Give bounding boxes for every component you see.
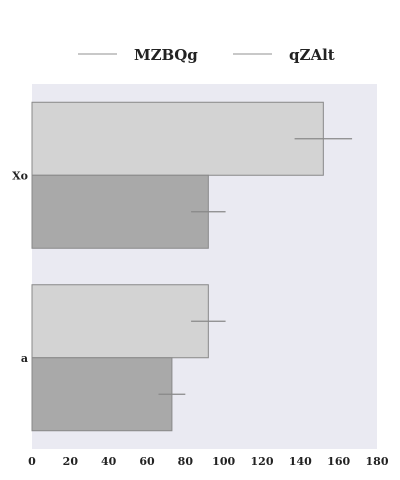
legend-label-qZAlt: qZAlt — [289, 46, 335, 64]
x-tick-label: 100 — [212, 455, 235, 468]
y-tick-label: a — [21, 352, 28, 365]
bar-MZBQg-a — [31, 284, 209, 359]
x-tick-label: 20 — [63, 455, 79, 468]
bars-layer — [31, 101, 324, 432]
x-tick-label: 0 — [28, 455, 36, 468]
bar-qZAlt-a — [31, 357, 173, 432]
x-tick-label: 60 — [139, 455, 155, 468]
bar-qZAlt-Xo — [31, 174, 209, 249]
error-bars-layer — [158, 138, 353, 395]
x-tick-label: 180 — [366, 455, 389, 468]
legend: MZBQg qZAlt — [78, 46, 335, 64]
x-tick-label: 40 — [101, 455, 117, 468]
x-tick-label: 140 — [289, 455, 312, 468]
x-tick-label: 80 — [178, 455, 194, 468]
bar-MZBQg-Xo — [31, 101, 324, 176]
legend-label-MZBQg: MZBQg — [134, 46, 198, 64]
y-tick-label: Xo — [12, 169, 28, 182]
x-tick-label: 120 — [251, 455, 274, 468]
x-tick-label: 160 — [327, 455, 350, 468]
y-axis: Xo a — [12, 169, 28, 365]
x-axis: 0 20 40 60 80 100 120 140 160 180 — [28, 455, 389, 468]
